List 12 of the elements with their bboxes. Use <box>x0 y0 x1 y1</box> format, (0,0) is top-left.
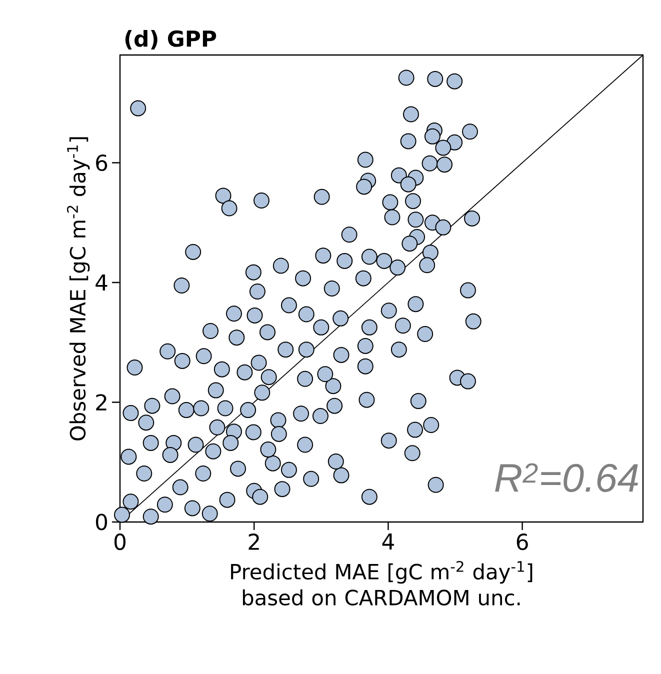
y-tick-label: 2 <box>96 394 106 410</box>
y-axis-title: Observed MAE [gC m$^{-2}$ day$^{-1}$] <box>66 137 90 440</box>
chart-title: (d) GPP <box>125 30 216 50</box>
y-tick-label: 4 <box>96 274 108 290</box>
x-tick-label: 4 <box>382 534 394 550</box>
y-tick-label: 0 <box>96 514 108 530</box>
text: R$^{2}$=0.64 <box>495 463 638 492</box>
x-axis-title: Predicted MAE [gC m$^{-2}$ day$^{-1}$] based on CARDAMOM unc. <box>231 560 532 606</box>
x-tick-label: 2 <box>248 534 259 550</box>
x-tick-label: 6 <box>516 534 528 550</box>
x-tick-label: 0 <box>114 534 126 550</box>
y-tick-label: 6 <box>96 154 108 172</box>
